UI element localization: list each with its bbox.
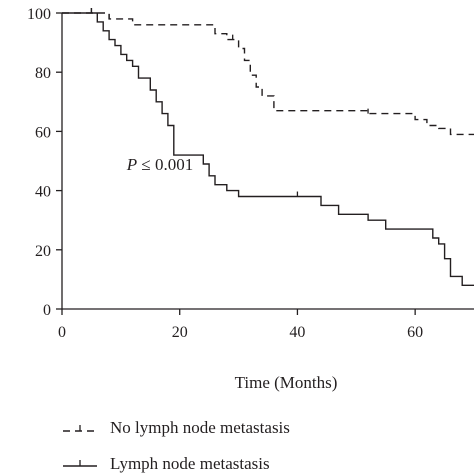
legend-symbol-solid <box>63 460 97 467</box>
x-tick-label: 20 <box>172 324 188 341</box>
legend-item-metastasis: Lymph node metastasis <box>63 454 270 473</box>
x-axis-label: Time (Months) <box>235 373 338 392</box>
legend: No lymph node metastasis Lymph node meta… <box>63 418 290 473</box>
x-tick-label: 60 <box>407 324 423 341</box>
series-line-metastasis <box>62 12 474 286</box>
legend-symbol-dashed <box>63 425 97 432</box>
legend-item-no-metastasis: No lymph node metastasis <box>63 418 290 437</box>
p-value-text: ≤ 0.001 <box>137 155 193 174</box>
legend-label-metastasis: Lymph node metastasis <box>110 454 270 473</box>
y-tick-label: 0 <box>43 302 51 319</box>
y-tick-label: 20 <box>35 243 51 260</box>
y-tick-label: 40 <box>35 184 51 201</box>
plot-area: 0 20 40 60 80 100 0 20 40 60 <box>27 6 474 341</box>
p-value-symbol: P <box>126 155 137 174</box>
series-line-no-metastasis <box>62 12 474 136</box>
legend-label-no-metastasis: No lymph node metastasis <box>110 418 290 437</box>
y-tick-label: 80 <box>35 65 51 82</box>
x-tick-label: 0 <box>58 324 66 341</box>
y-tick-label: 100 <box>27 6 51 23</box>
p-value-annotation: P ≤ 0.001 <box>126 155 193 174</box>
y-tick-label: 60 <box>35 124 51 141</box>
x-tick-label: 40 <box>289 324 305 341</box>
